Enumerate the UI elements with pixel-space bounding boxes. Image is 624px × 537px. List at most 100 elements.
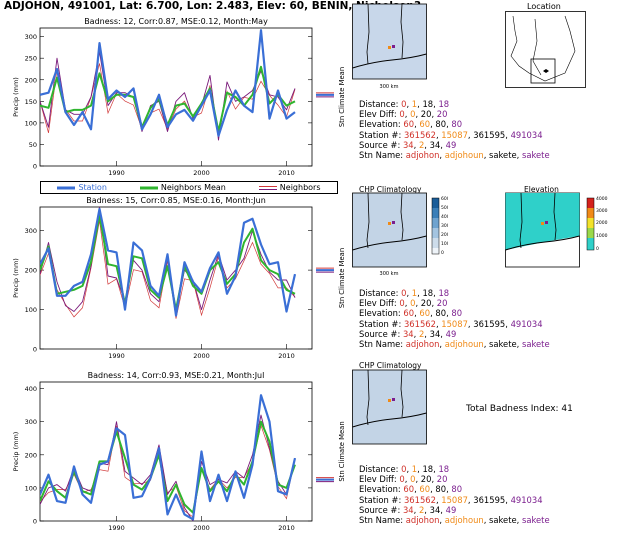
- info-value: 20: [436, 109, 448, 120]
- info-value: 49: [445, 504, 457, 515]
- info-value: 18: [438, 464, 450, 474]
- info-value: 0: [401, 99, 407, 109]
- info-value: 34: [402, 139, 414, 150]
- info-block-2: Distance: 0, 1, 18, 18 Elev Diff: 0, 0, 2…: [359, 288, 550, 349]
- chart-legend: Station Neighbors Mean Neighbors: [40, 181, 338, 194]
- chart-may: Badness: 12, Corr:0.87, MSE:0.12, Month:…: [12, 17, 346, 177]
- svg-text:1000: 1000: [596, 233, 608, 239]
- info-value: adjohon: [405, 515, 440, 526]
- info-value: 0: [410, 474, 416, 485]
- info-value: 18: [438, 288, 450, 298]
- info-value: 20: [420, 298, 432, 309]
- y-tick-label: 200: [25, 76, 37, 84]
- series-station: [40, 207, 297, 317]
- info-value: 361595: [473, 318, 506, 329]
- info-row: Stn Name: adjohon, adjohoun, sakete, sak…: [359, 339, 550, 350]
- info-label: Elev Diff:: [359, 109, 400, 120]
- info-value: 0: [399, 109, 405, 120]
- info-value: 49: [445, 328, 457, 339]
- info-value: 60: [419, 484, 431, 495]
- info-value: adjohoun: [444, 515, 484, 526]
- info-value: 0: [401, 464, 407, 474]
- info-row: Source #: 34, 2, 34, 49: [359, 504, 457, 515]
- plot-frame: [39, 206, 313, 350]
- info-value: sakete: [521, 150, 550, 161]
- chart-jul: Badness: 14, Corr:0.93, MSE:0.21, Month:…: [12, 371, 346, 532]
- info-value: 18: [422, 99, 434, 109]
- info-value: adjohoun: [444, 150, 484, 161]
- x-tick-label: 2010: [278, 169, 295, 177]
- info-value: 0: [399, 298, 405, 309]
- info-row: Distance: 0, 1, 18, 18: [359, 464, 450, 474]
- right-axis-label: Stn Climate Mean: [338, 248, 346, 308]
- chart-title: Badness: 15, Corr:0.85, MSE:0.16, Month:…: [86, 196, 266, 205]
- series-neighbors: [40, 414, 296, 521]
- svg-text:400: 400: [441, 214, 448, 220]
- svg-text:300: 300: [441, 223, 448, 229]
- info-row: Elevation: 60, 60, 80, 80: [359, 308, 463, 319]
- info-value: 60: [419, 308, 431, 319]
- info-value: 2: [418, 328, 425, 339]
- info-block-3: Distance: 0, 1, 18, 18 Elev Diff: 0, 0, 2…: [359, 464, 550, 525]
- elevation-title: Elevation: [524, 185, 559, 194]
- info-value: 15087: [441, 129, 468, 140]
- info-value: 34: [402, 328, 414, 339]
- info-value: 20: [420, 109, 432, 120]
- x-tick-label: 2010: [278, 524, 295, 532]
- info-label: Elev Diff:: [359, 474, 400, 485]
- y-tick-label: 200: [25, 267, 37, 275]
- legend-neighbors: Neighbors: [258, 183, 321, 192]
- info-value: sakete: [521, 339, 550, 350]
- scale-label: 300 km: [380, 84, 399, 90]
- right-axis-label: Stn Climate Mean: [338, 67, 346, 127]
- chart-title: Badness: 14, Corr:0.93, MSE:0.21, Month:…: [88, 371, 265, 380]
- info-label: Source #:: [359, 504, 403, 515]
- y-tick-label: 100: [25, 119, 37, 127]
- plot-frame: [39, 381, 313, 522]
- legend-station: Station: [57, 183, 107, 192]
- y-tick-label: 300: [25, 227, 37, 235]
- info-value: 80: [451, 484, 463, 495]
- info-label: Stn Name:: [359, 515, 406, 526]
- legend-neighbors-mean: Neighbors Mean: [139, 183, 226, 192]
- info-label: Source #:: [359, 328, 403, 339]
- info-value: 1: [411, 464, 418, 474]
- svg-text:500: 500: [441, 205, 448, 211]
- series-neighbors-2: [40, 63, 296, 138]
- y-axis-label: Precip (mm): [12, 258, 20, 298]
- info-label: Distance:: [359, 99, 402, 109]
- chp-title-2: CHP Climatology: [359, 361, 422, 370]
- svg-text:600: 600: [441, 196, 448, 202]
- info-value: 361562: [403, 494, 436, 505]
- info-label: Station #:: [359, 494, 404, 505]
- info-value: 15087: [441, 494, 468, 505]
- info-value: sakete: [521, 515, 550, 526]
- info-value: 20: [436, 474, 448, 485]
- x-tick-label: 2000: [193, 524, 210, 532]
- info-block-1: Distance: 0, 1, 18, 18 Elev Diff: 0, 0, 2…: [359, 99, 550, 160]
- info-value: 20: [436, 298, 448, 309]
- x-tick-label: 2000: [193, 169, 210, 177]
- info-value: 1: [411, 99, 418, 109]
- info-value: 34: [429, 139, 441, 150]
- info-row: Elev Diff: 0, 0, 20, 20: [359, 474, 448, 485]
- y-tick-label: 150: [25, 98, 37, 106]
- location-map: [505, 11, 586, 88]
- y-axis-label: Precip (mm): [12, 432, 20, 472]
- svg-text:3000: 3000: [596, 208, 608, 214]
- scale-label: 300 km: [380, 271, 399, 277]
- y-tick-label: 100: [25, 484, 37, 492]
- info-row: Elev Diff: 0, 0, 20, 20: [359, 109, 448, 120]
- info-row: Elev Diff: 0, 0, 20, 20: [359, 298, 448, 309]
- info-value: 361562: [403, 318, 436, 329]
- info-label: Elevation:: [359, 484, 404, 495]
- info-value: 18: [422, 464, 434, 474]
- y-tick-label: 100: [25, 306, 37, 314]
- info-value: 60: [403, 484, 415, 495]
- x-tick-label: 2000: [193, 352, 210, 360]
- info-label: Elevation:: [359, 308, 404, 319]
- info-value: 20: [420, 474, 432, 485]
- info-row: Stn Name: adjohon, adjohoun, sakete, sak…: [359, 515, 550, 526]
- info-value: 80: [451, 119, 463, 130]
- info-value: 60: [403, 119, 415, 130]
